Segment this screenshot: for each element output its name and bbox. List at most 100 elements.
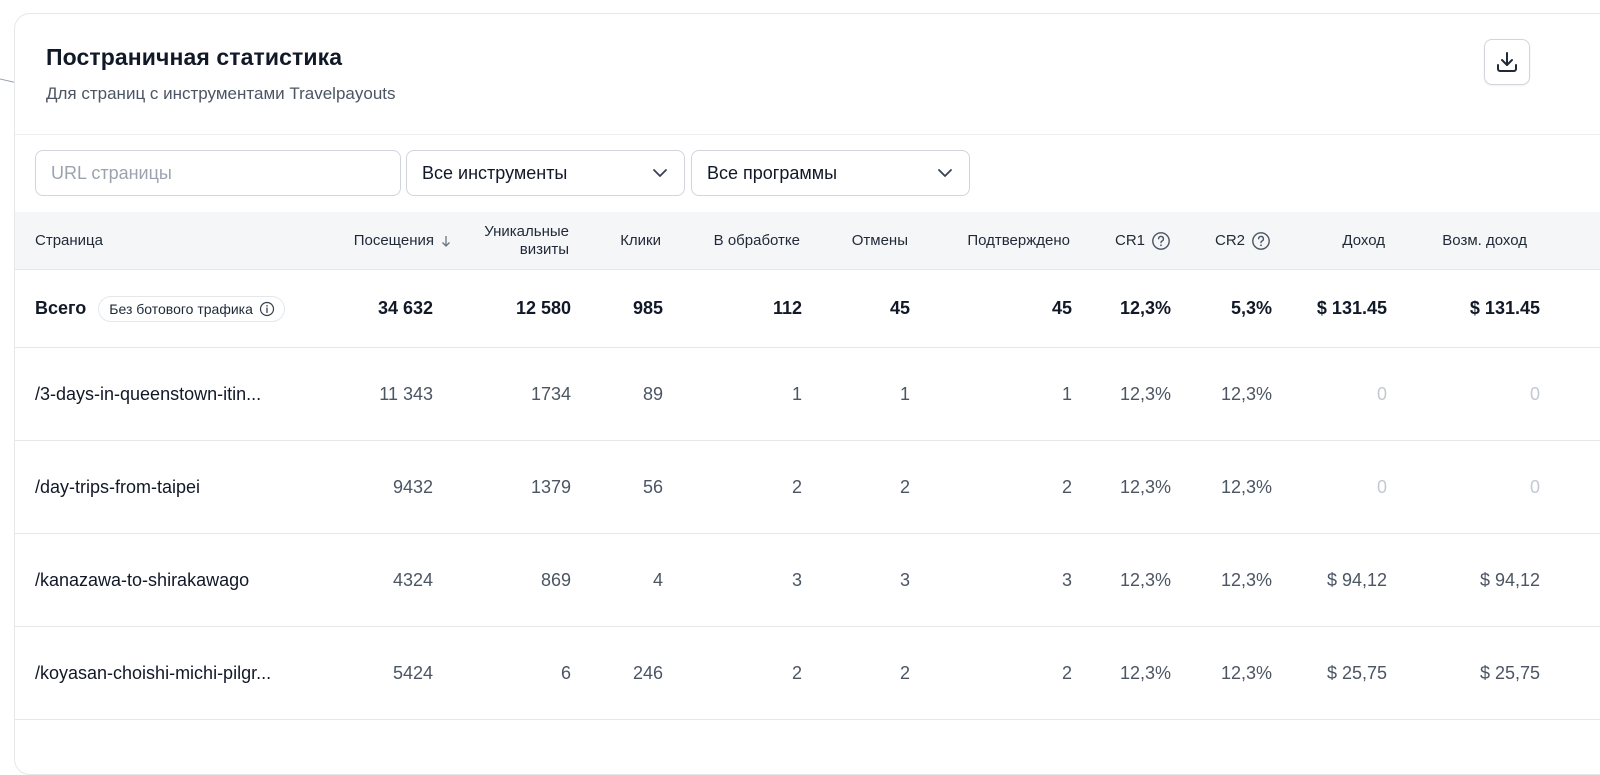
page-url-link[interactable]: /day-trips-from-taipei <box>35 476 201 497</box>
confirmed-cell: 2 <box>1061 662 1072 683</box>
column-header-label: Посещения <box>353 231 434 249</box>
column-header-label: CR1 <box>1114 231 1145 249</box>
page-url-link[interactable]: /koyasan-choishi-michi-pilgr... <box>35 662 272 683</box>
cr1-cell: 12,3% <box>1119 569 1171 590</box>
card-header: Постраничная статистика Для страниц с ин… <box>15 14 1600 135</box>
url-search-input[interactable] <box>35 150 401 196</box>
column-header-label: Отмены <box>851 231 908 249</box>
table-row[interactable]: /day-trips-from-taipei 9432 1379 56 2 2 … <box>15 441 1600 534</box>
cancelled-cell: 2 <box>899 476 910 497</box>
help-circle-icon[interactable] <box>1151 231 1171 251</box>
column-header-label: CR2 <box>1214 231 1245 249</box>
cancelled-cell: 1 <box>899 383 910 404</box>
processing-cell: 1 <box>791 383 802 404</box>
potential-income-cell: $ 25,75 <box>1479 662 1540 683</box>
confirmed-cell: 1 <box>1061 383 1072 404</box>
cr1-cell: 12,3% <box>1119 662 1171 683</box>
sort-arrow-down-icon <box>440 234 452 248</box>
income-cell: 0 <box>1376 383 1387 404</box>
unique-visits-cell: 869 <box>540 569 571 590</box>
clicks-cell: 56 <box>642 476 663 497</box>
column-header-label: Доход <box>1342 231 1385 249</box>
chevron-down-icon <box>938 169 952 177</box>
column-header-label: В обработке <box>713 231 800 249</box>
potential-income-cell: $ 94,12 <box>1479 569 1540 590</box>
processing-cell: 2 <box>791 476 802 497</box>
visits-cell: 4324 <box>392 569 433 590</box>
visits-cell: 5424 <box>392 662 433 683</box>
total-label-cell: Всего Без ботового трафика <box>35 270 285 347</box>
programs-select-value: Все программы <box>707 162 838 183</box>
column-header-processing[interactable]: В обработке <box>675 212 800 269</box>
column-header-visits[interactable]: Посещения <box>315 212 452 269</box>
cancelled-cell: 3 <box>899 569 910 590</box>
tools-select-value: Все инструменты <box>422 162 568 183</box>
cr2-cell: 12,3% <box>1220 569 1272 590</box>
potential-income-cell: 0 <box>1529 476 1540 497</box>
page-url-link[interactable]: /3-days-in-queenstown-itin... <box>35 383 262 404</box>
download-icon <box>1497 52 1517 72</box>
download-button[interactable] <box>1484 39 1530 85</box>
confirmed-cell: 3 <box>1061 569 1072 590</box>
income-cell: $ 94,12 <box>1326 569 1387 590</box>
total-income: $ 131.45 <box>1316 298 1387 318</box>
programs-select[interactable]: Все программы <box>691 150 970 196</box>
cr2-cell: 12,3% <box>1220 662 1272 683</box>
total-cr1: 12,3% <box>1119 298 1171 318</box>
bot-traffic-badge[interactable]: Без ботового трафика <box>98 295 285 322</box>
potential-income-cell: 0 <box>1529 383 1540 404</box>
column-header-label: Клики <box>620 231 661 249</box>
table-row[interactable]: /3-days-in-queenstown-itin... 11 343 173… <box>15 348 1600 441</box>
filters-bar: Все инструменты Все программы <box>15 135 1600 212</box>
cancelled-cell: 2 <box>899 662 910 683</box>
column-header-label: Возм. доход <box>1442 231 1527 249</box>
clicks-cell: 4 <box>652 569 663 590</box>
unique-visits-cell: 1734 <box>530 383 571 404</box>
clicks-cell: 246 <box>632 662 663 683</box>
column-header-income[interactable]: Доход <box>1285 212 1385 269</box>
total-row: Всего Без ботового трафика 34 632 12 580… <box>15 270 1600 348</box>
page-subtitle: Для страниц с инструментами Travelpayout… <box>46 84 396 103</box>
info-icon <box>259 301 275 317</box>
column-header-label: Подтверждено <box>967 231 1070 249</box>
total-processing: 112 <box>772 298 802 318</box>
table-row[interactable]: /kanazawa-to-shirakawago 4324 869 4 3 3 … <box>15 534 1600 627</box>
total-visits: 34 632 <box>377 298 433 318</box>
cr2-cell: 12,3% <box>1220 383 1272 404</box>
page-title: Постраничная статистика <box>46 44 343 70</box>
total-confirmed: 45 <box>1051 298 1072 318</box>
total-cancelled: 45 <box>889 298 910 318</box>
table-row[interactable]: /koyasan-choishi-michi-pilgr... 5424 6 2… <box>15 627 1600 720</box>
column-header-confirmed[interactable]: Подтверждено <box>925 212 1070 269</box>
chevron-down-icon <box>653 169 667 177</box>
visits-cell: 11 343 <box>379 383 433 404</box>
total-label: Всего <box>35 298 87 318</box>
clicks-cell: 89 <box>642 383 663 404</box>
column-header-label: Страница <box>35 231 103 249</box>
page-stats-card: Постраничная статистика Для страниц с ин… <box>14 13 1600 775</box>
cr1-cell: 12,3% <box>1119 476 1171 497</box>
help-circle-icon[interactable] <box>1251 231 1271 251</box>
tools-select[interactable]: Все инструменты <box>406 150 685 196</box>
total-cr2: 5,3% <box>1230 298 1272 318</box>
column-header-label: Уникальные визиты <box>484 223 569 259</box>
processing-cell: 2 <box>791 662 802 683</box>
column-header-clicks[interactable]: Клики <box>575 212 661 269</box>
column-header-potential-income[interactable]: Возм. доход <box>1405 212 1527 269</box>
unique-visits-cell: 6 <box>560 662 571 683</box>
column-header-label-line1: Уникальные <box>484 222 569 240</box>
confirmed-cell: 2 <box>1061 476 1072 497</box>
cr2-cell: 12,3% <box>1220 476 1272 497</box>
bot-traffic-badge-label: Без ботового трафика <box>109 300 253 317</box>
column-header-page[interactable]: Страница <box>35 212 103 269</box>
column-header-unique-visits[interactable]: Уникальные визиты <box>455 212 569 269</box>
table-header: Страница Посещения Уникальные визиты Кли… <box>15 212 1600 270</box>
column-header-cr1[interactable]: CR1 <box>1085 212 1171 269</box>
visits-cell: 9432 <box>392 476 433 497</box>
column-header-cr2[interactable]: CR2 <box>1185 212 1271 269</box>
column-header-label-line2: визиты <box>519 240 569 258</box>
page-url-link[interactable]: /kanazawa-to-shirakawago <box>35 569 250 590</box>
total-potential-income: $ 131.45 <box>1469 298 1540 318</box>
column-header-cancelled[interactable]: Отмены <box>815 212 908 269</box>
processing-cell: 3 <box>791 569 802 590</box>
